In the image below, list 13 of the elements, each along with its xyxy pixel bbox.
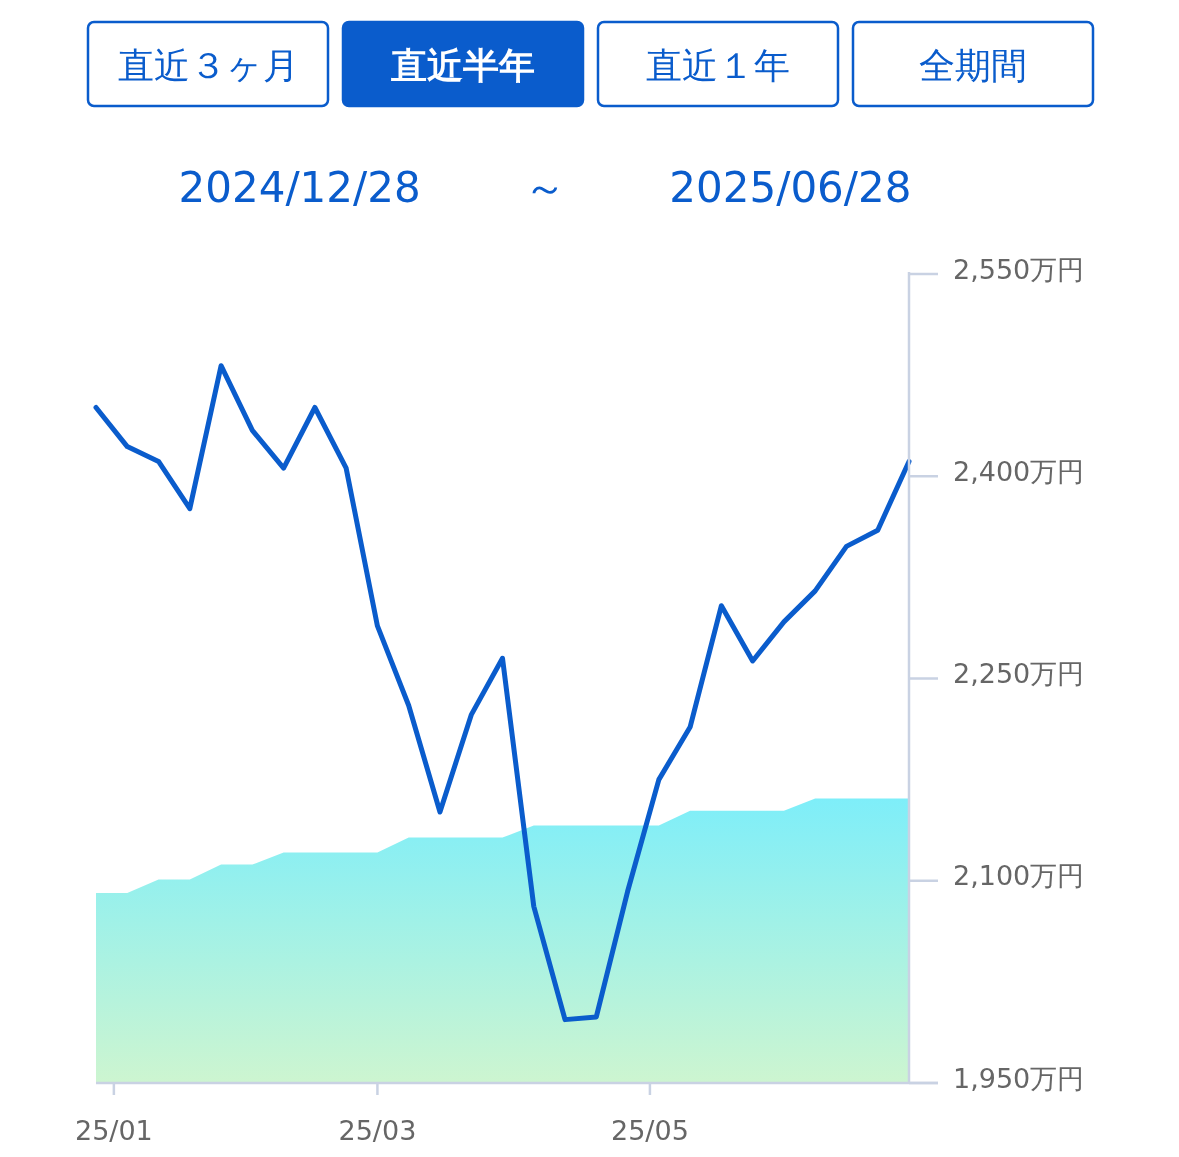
- x-tick-label: 25/05: [611, 1115, 689, 1146]
- text: 直近半年: [390, 45, 535, 86]
- y-tick-label: 2,100万円: [953, 860, 1085, 892]
- chart-title: 2024/12/28 ～ 2025/06/28: [178, 163, 912, 212]
- text: 直近３ヶ月: [117, 45, 299, 86]
- text: 直近１年: [646, 45, 790, 86]
- y-tick-label: 2,550万円: [953, 253, 1085, 285]
- x-tick-label: 25/03: [338, 1115, 417, 1146]
- y-tick-label: 2,400万円: [953, 455, 1085, 487]
- y-tick-label: 1,950万円: [953, 1062, 1085, 1094]
- text: 全期間: [919, 45, 1027, 86]
- x-tick-label: 25/01: [74, 1115, 153, 1146]
- y-tick-label: 2,250万円: [953, 658, 1085, 689]
